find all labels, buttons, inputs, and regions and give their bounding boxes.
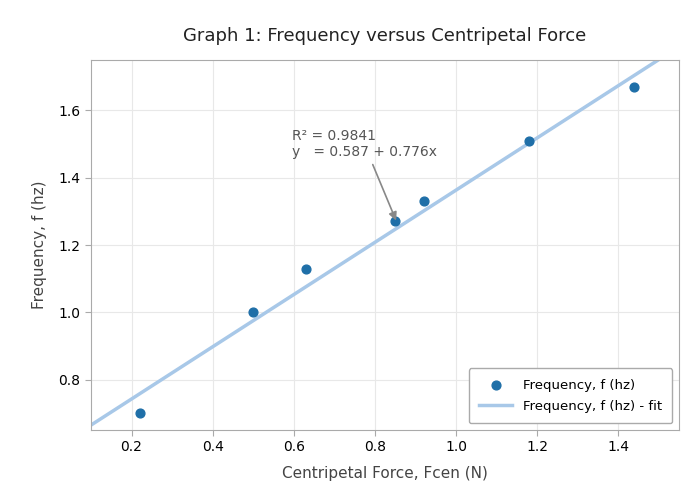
X-axis label: Centripetal Force, Fcen (N): Centripetal Force, Fcen (N) [282,466,488,480]
Legend: Frequency, f (hz), Frequency, f (hz) - fit: Frequency, f (hz), Frequency, f (hz) - f… [468,368,673,424]
Text: R² = 0.9841
y   = 0.587 + 0.776x: R² = 0.9841 y = 0.587 + 0.776x [292,129,437,219]
Title: Graph 1: Frequency versus Centripetal Force: Graph 1: Frequency versus Centripetal Fo… [183,26,587,44]
Point [418,198,429,205]
Point [389,218,400,226]
Y-axis label: Frequency, f (hz): Frequency, f (hz) [32,180,48,309]
Point [134,409,146,417]
Point [300,264,312,272]
Point [248,308,259,316]
Point [629,83,640,91]
Point [524,136,535,144]
